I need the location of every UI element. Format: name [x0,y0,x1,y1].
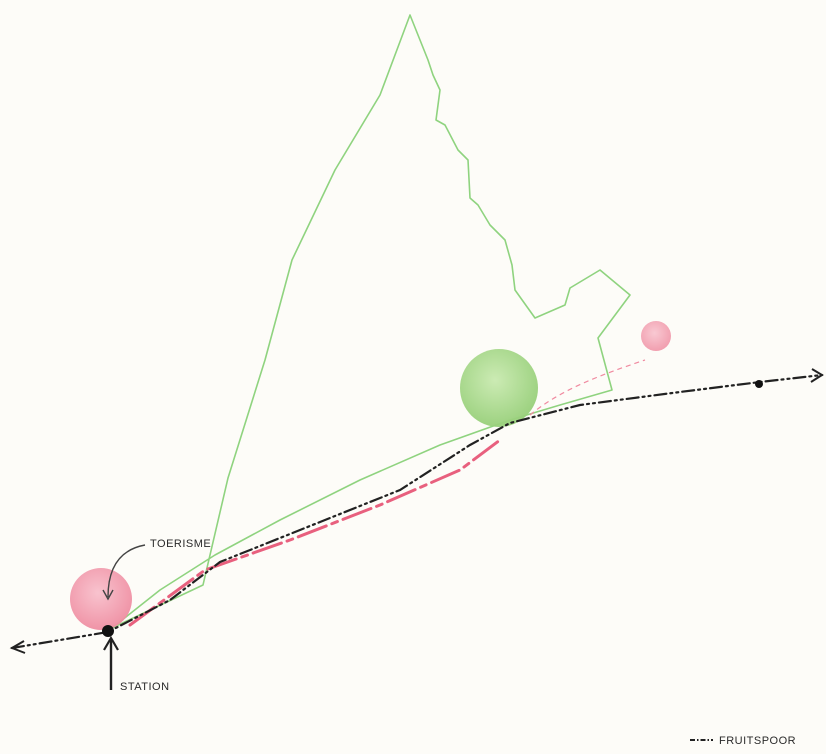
pink-connector [529,359,646,416]
tourism-node [70,568,132,630]
tourism-arrow-head [102,589,114,601]
station-label: STATION [120,681,170,693]
railway-arrow-right [810,368,824,383]
legend-fruit-line-label: FRUITSPOOR [719,735,796,747]
green-node [460,349,538,427]
tourism-arrow [107,544,146,598]
area-boundary [111,14,631,629]
railway-arrow-left [9,640,26,654]
station-dot [102,625,114,637]
station-arrow-head [103,635,119,651]
tourism-label: TOERISME [150,538,211,550]
stop-dot-east [755,380,763,388]
fruit-railway [10,373,824,650]
pink-route [128,438,502,627]
pink-node-small [641,321,671,351]
